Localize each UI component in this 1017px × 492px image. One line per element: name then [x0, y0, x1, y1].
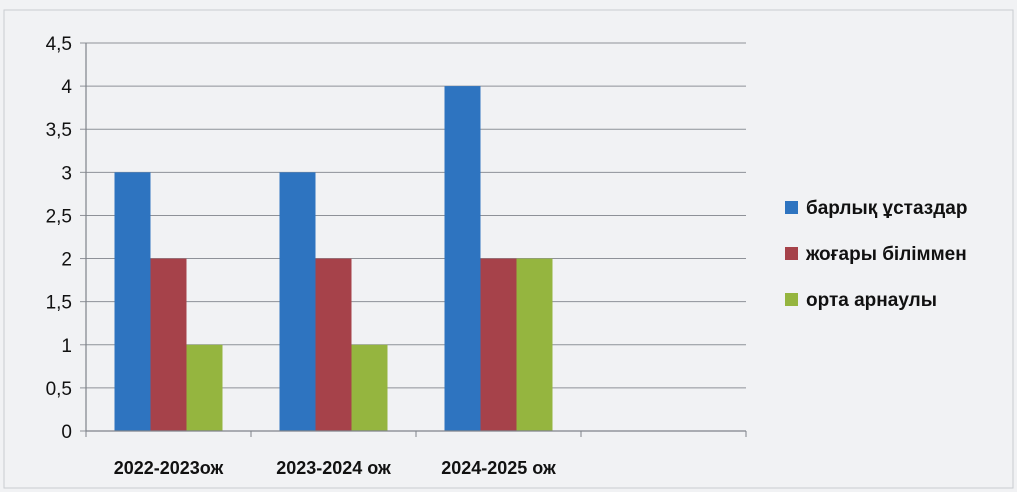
bar [444, 86, 481, 431]
y-tick-label: 0 [61, 422, 72, 443]
legend-label: жоғары біліммен [805, 244, 967, 265]
legend-swatch [785, 293, 798, 306]
bar [186, 344, 223, 431]
y-tick-label: 3 [61, 163, 72, 184]
legend: барлық ұстаздар жоғары біліммен орта арнау… [785, 198, 967, 311]
bar [480, 258, 517, 431]
axes [85, 43, 747, 437]
x-axis-category-labels: 2022-2023ож 2023-2024 ож 2024-2025 ож [114, 458, 556, 478]
legend-label: барлық ұстаздар [806, 198, 967, 219]
legend-label: орта арнаулы [806, 290, 937, 311]
y-tick-label: 0,5 [46, 379, 72, 400]
bar [351, 344, 388, 431]
x-category-label: 2024-2025 ож [441, 458, 556, 478]
legend-swatch [785, 247, 798, 260]
bar [516, 258, 553, 431]
y-tick-label: 3,5 [46, 120, 72, 141]
y-tick-label: 1 [61, 336, 72, 357]
y-tick-label: 2,5 [46, 206, 72, 227]
y-tick-label: 2 [61, 250, 72, 271]
y-tick-label: 4,5 [46, 34, 72, 55]
legend-swatch [785, 201, 798, 214]
bar [114, 172, 151, 432]
bar [150, 258, 187, 431]
y-tick-label: 4 [61, 77, 72, 98]
y-tick-label: 1,5 [46, 293, 72, 314]
bar [315, 258, 352, 431]
chart-frame [3, 9, 1014, 489]
bars [114, 86, 553, 432]
x-category-label: 2022-2023ож [114, 458, 224, 478]
bar [279, 172, 316, 432]
x-category-label: 2023-2024 ож [276, 458, 391, 478]
y-axis-tick-labels: 0 0,5 1 1,5 2 2,5 3 3,5 4 4,5 [46, 34, 73, 443]
